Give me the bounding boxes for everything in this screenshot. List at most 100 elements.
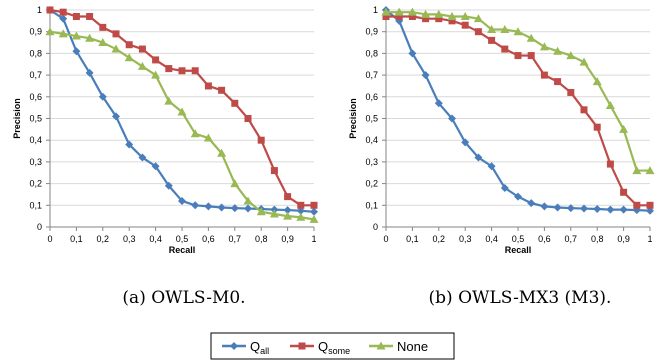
data-point bbox=[138, 153, 147, 162]
x-tick-label: 0,8 bbox=[255, 234, 268, 244]
data-point bbox=[112, 112, 120, 121]
y-tick-label: 0,8 bbox=[365, 48, 378, 58]
data-point bbox=[606, 205, 615, 214]
data-point bbox=[487, 162, 496, 171]
data-point bbox=[191, 201, 200, 210]
x-tick-label: 0 bbox=[47, 234, 52, 244]
data-point bbox=[487, 25, 497, 34]
data-point bbox=[257, 136, 265, 144]
x-tick-label: 0,4 bbox=[149, 234, 162, 244]
data-point bbox=[177, 107, 187, 116]
y-tick-label: 0,5 bbox=[29, 114, 42, 124]
data-point bbox=[137, 61, 147, 70]
data-point bbox=[164, 96, 174, 105]
y-tick-label: 0,2 bbox=[365, 179, 378, 189]
data-point bbox=[283, 206, 292, 215]
x-tick-label: 0,6 bbox=[538, 234, 551, 244]
series-q-all bbox=[382, 6, 654, 215]
series-none bbox=[381, 7, 655, 175]
data-point bbox=[99, 23, 107, 31]
data-point bbox=[422, 15, 430, 23]
data-point bbox=[85, 33, 95, 42]
y-tick-label: 0 bbox=[373, 222, 378, 232]
data-point bbox=[98, 38, 108, 47]
x-tick-label: 0,4 bbox=[485, 234, 498, 244]
y-tick-label: 0,7 bbox=[365, 70, 378, 80]
x-tick-label: 0 bbox=[383, 234, 388, 244]
data-point bbox=[527, 199, 536, 208]
data-point bbox=[310, 207, 318, 216]
data-point bbox=[59, 14, 68, 23]
y-tick-label: 0,1 bbox=[365, 200, 378, 210]
legend: Qall Qsome None bbox=[210, 332, 455, 360]
data-point bbox=[501, 45, 509, 53]
data-point bbox=[448, 114, 456, 123]
x-axis-label: Recall bbox=[505, 245, 532, 255]
data-point bbox=[473, 14, 483, 23]
data-point bbox=[474, 28, 482, 36]
data-point bbox=[204, 202, 213, 211]
y-axis-label: Precision bbox=[348, 98, 358, 139]
data-point bbox=[204, 82, 212, 90]
data-point bbox=[58, 29, 68, 38]
x-tick-label: 0,9 bbox=[617, 234, 630, 244]
legend-label: Qsome bbox=[318, 339, 350, 356]
y-tick-label: 0,1 bbox=[29, 200, 42, 210]
y-tick-label: 0,3 bbox=[29, 157, 42, 167]
x-tick-label: 1 bbox=[311, 234, 316, 244]
legend-item: Qall bbox=[222, 339, 269, 356]
data-point bbox=[297, 201, 305, 209]
data-point bbox=[421, 9, 431, 18]
data-point bbox=[540, 202, 549, 211]
data-point bbox=[539, 42, 549, 51]
x-tick-label: 0,7 bbox=[565, 234, 578, 244]
data-point bbox=[407, 7, 417, 16]
data-point bbox=[606, 160, 614, 168]
y-tick-label: 0,6 bbox=[29, 92, 42, 102]
legend-label: Qall bbox=[250, 339, 269, 356]
data-point bbox=[619, 205, 628, 214]
legend-marker bbox=[230, 342, 238, 350]
data-point bbox=[382, 13, 390, 21]
data-point bbox=[86, 13, 94, 21]
data-point bbox=[553, 203, 562, 212]
data-point bbox=[125, 41, 133, 49]
data-point bbox=[447, 12, 457, 21]
data-point bbox=[310, 201, 318, 209]
y-tick-label: 0,5 bbox=[365, 114, 378, 124]
legend-item: Qsome bbox=[290, 339, 350, 356]
x-tick-label: 0,1 bbox=[70, 234, 83, 244]
data-point bbox=[500, 25, 510, 34]
data-point bbox=[421, 71, 430, 80]
data-point bbox=[269, 209, 279, 218]
data-point bbox=[461, 138, 470, 147]
data-point bbox=[151, 70, 161, 79]
x-tick-label: 0,8 bbox=[591, 234, 604, 244]
data-point bbox=[45, 27, 55, 36]
series-q-some bbox=[46, 6, 318, 209]
data-point bbox=[243, 196, 253, 205]
data-point bbox=[580, 106, 588, 114]
x-tick-label: 0,2 bbox=[97, 234, 110, 244]
y-axis-label: Precision bbox=[12, 98, 22, 139]
data-point bbox=[579, 57, 589, 66]
data-point bbox=[98, 92, 107, 101]
data-point bbox=[645, 166, 655, 175]
data-point bbox=[605, 100, 615, 109]
data-point bbox=[620, 188, 628, 196]
data-point bbox=[593, 204, 602, 213]
series-none bbox=[45, 27, 319, 223]
data-point bbox=[619, 124, 629, 133]
series-line bbox=[386, 15, 650, 207]
x-tick-label: 0,3 bbox=[123, 234, 136, 244]
data-point bbox=[592, 77, 602, 86]
legend-box bbox=[210, 332, 455, 360]
series-line bbox=[385, 9, 651, 212]
x-tick-label: 0,1 bbox=[406, 234, 419, 244]
x-tick-label: 1 bbox=[647, 234, 652, 244]
data-point bbox=[217, 203, 226, 212]
data-point bbox=[540, 71, 548, 79]
data-point bbox=[566, 51, 576, 60]
legend-marker bbox=[298, 342, 306, 350]
